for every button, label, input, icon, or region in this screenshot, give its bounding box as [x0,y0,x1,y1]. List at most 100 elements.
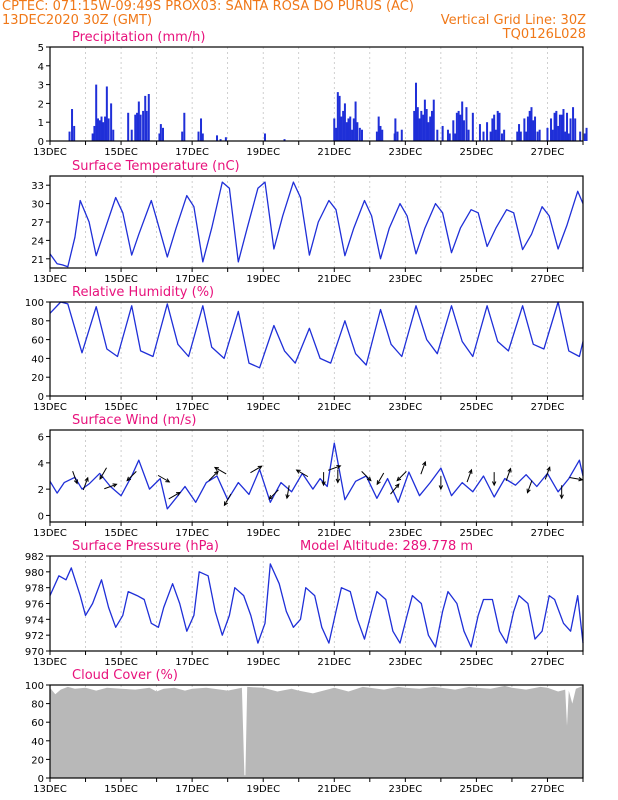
precip-bar [100,116,103,141]
precip-bar [400,129,403,141]
panel-2 [46,301,584,400]
x-date-label: 17DEC [175,657,209,668]
precip-bar [430,110,433,141]
precip-bar [360,129,363,141]
precip-bar [462,120,465,141]
precip-bar [338,95,341,141]
wind-vector [99,467,107,480]
precip-bar [441,125,444,141]
x-date-label: 15DEC [104,147,138,158]
precip-bar [496,110,499,141]
y-tick-label: 978 [25,584,44,595]
panel-4 [46,555,584,655]
y-tick-label: 982 [25,552,44,563]
y-tick-label: 4 [38,459,44,470]
precip-bar [68,131,71,141]
wind-vector-shaft [208,471,219,481]
x-date-label: 27DEC [531,657,565,668]
x-date-label: 13DEC [33,528,67,539]
precip-bar [569,118,572,141]
y-tick-label: 30 [31,200,44,211]
y-tick-label: 60 [31,718,44,729]
wind-vector-head [268,495,274,500]
precip-bar [335,127,338,141]
wind-vector-shaft [327,465,341,471]
y-tick-label: 5 [38,43,44,54]
precip-bar [482,131,485,141]
x-date-label: 23DEC [388,274,422,285]
precip-bar [420,110,423,141]
precip-bar [503,129,506,141]
wind-vector-shaft [168,492,181,500]
wind-vector [491,472,497,487]
x-date-label: 27DEC [531,402,565,413]
x-date-label: 13DEC [33,784,67,795]
wind-vector [268,489,279,500]
wind-vector [126,471,137,482]
wind-vector-head [285,494,290,500]
precip-bar [381,129,384,141]
wind-vector [466,468,473,483]
wind-vector [223,493,232,507]
precip-bar [343,103,346,141]
x-date-label: 23DEC [388,784,422,795]
precip-bar [136,112,139,141]
precip-bar [158,133,161,141]
wind-vector-shaft [82,477,89,491]
wind-vector-head [438,485,444,491]
x-date-label: 27DEC [531,147,565,158]
precip-bar [145,110,148,141]
wind-vector-head [468,468,473,474]
precip-bar [519,131,522,141]
precip-bar [130,129,133,141]
wind-vector-head [84,476,89,482]
precip-bar [71,109,74,141]
wind-vector-shaft [376,472,385,485]
series-line [49,442,584,510]
wind-vector-head [213,466,219,472]
wind-vector-shaft [250,465,262,474]
precip-bar [333,118,336,141]
panel-title: Surface Temperature (nC) [72,159,240,174]
y-tick-label: 980 [25,568,44,579]
precip-bar [494,129,497,141]
x-date-label: 19DEC [246,274,280,285]
precip-bar [347,118,350,141]
x-date-label: 21DEC [317,147,351,158]
wind-vector [438,476,444,491]
precip-bar [351,129,354,141]
x-date-label: 25DEC [460,274,494,285]
x-date-label: 19DEC [246,657,280,668]
precip-bar [459,114,462,141]
precip-bar [144,95,147,141]
x-date-label: 25DEC [460,528,494,539]
series-line [49,181,584,268]
precip-bar [356,122,359,141]
wind-vector-head [491,481,497,487]
precip-bar [96,118,99,141]
wind-vector [390,483,400,495]
wind-vector [569,477,584,482]
x-date-label: 27DEC [531,274,565,285]
precip-bar [585,127,588,141]
precip-bar [91,133,94,141]
precip-bar [197,131,200,141]
y-tick-label: 40 [31,737,44,748]
precip-bar [375,131,378,141]
wind-vector-shaft [99,467,107,480]
precip-bar [342,110,345,141]
precip-bar [478,124,481,141]
wind-vector [396,471,407,482]
x-date-label: 23DEC [388,528,422,539]
x-date-label: 21DEC [317,657,351,668]
precip-bar [516,131,519,141]
wind-vector-head [126,476,132,482]
wind-vector-head [376,480,381,486]
precip-bar [526,116,529,141]
x-date-label: 25DEC [460,402,494,413]
panel-frame [49,301,584,397]
precip-bar [73,125,76,141]
wind-vector-head [257,465,263,470]
precip-bar [219,139,222,141]
precip-bar [379,125,382,141]
